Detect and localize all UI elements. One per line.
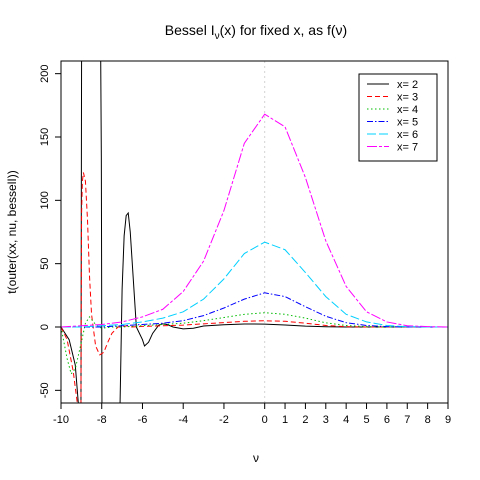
y-tick-label: -50 <box>39 382 51 398</box>
x-tick-label: 8 <box>425 414 431 426</box>
legend: x= 2x= 3x= 4x= 5x= 6x= 7 <box>358 73 438 162</box>
x-tick-label: -2 <box>219 414 229 426</box>
series-layer <box>61 61 448 403</box>
y-tick-label: 150 <box>39 128 51 146</box>
y-axis: -50 0 50 100 150 200 <box>39 64 62 398</box>
series-line-x3 <box>61 172 448 403</box>
x-tick-label: 2 <box>302 414 308 426</box>
legend-entry: x= 4 <box>397 104 418 116</box>
x-tick-label: -6 <box>138 414 148 426</box>
series-line-x2 <box>61 61 448 403</box>
legend-entry: x= 7 <box>397 142 418 154</box>
x-tick-label: 5 <box>363 414 369 426</box>
chart-title-prefix: Bessel I <box>165 22 215 38</box>
y-tick-label: 0 <box>39 324 51 330</box>
y-axis-label: t(outer(xx, nu, besselI)) <box>5 170 19 293</box>
legend-entry: x= 5 <box>397 117 418 129</box>
x-axis: -10 -8 -6 -4 -2 0 1 2 3 4 5 6 7 8 9 <box>53 402 451 426</box>
x-tick-label: 0 <box>262 414 268 426</box>
series-line-x7 <box>61 113 448 328</box>
x-tick-label: 4 <box>343 414 349 426</box>
y-tick-label: 200 <box>39 64 51 82</box>
y-tick-label: 50 <box>39 258 51 270</box>
x-tick-label: -10 <box>53 414 69 426</box>
x-tick-label: 1 <box>282 414 288 426</box>
y-tick-label: 100 <box>39 191 51 209</box>
x-tick-label: 9 <box>445 414 451 426</box>
chart-title-suffix: (x) for fixed x, as f(ν) <box>220 22 348 38</box>
series-line-x4 <box>61 312 448 375</box>
svg-text:Bessel Iν(x) for fixed x, as: Bessel Iν(x) for fixed x, as f(ν) <box>165 22 347 42</box>
legend-entry: x= 3 <box>397 92 418 104</box>
chart-title: Bessel Iν(x) for fixed x, as f(ν) <box>165 22 347 42</box>
chart-title-subscript: ν <box>215 31 220 42</box>
series-line-x5 <box>61 292 448 328</box>
x-tick-label: -4 <box>178 414 188 426</box>
x-tick-label: 6 <box>384 414 390 426</box>
x-tick-label: -8 <box>97 414 107 426</box>
x-axis-label: ν <box>253 451 259 465</box>
series-line-x6 <box>61 241 448 328</box>
x-tick-label: 3 <box>323 414 329 426</box>
legend-entry: x= 2 <box>397 79 418 91</box>
x-tick-label: 7 <box>404 414 410 426</box>
legend-entry: x= 6 <box>397 129 418 141</box>
